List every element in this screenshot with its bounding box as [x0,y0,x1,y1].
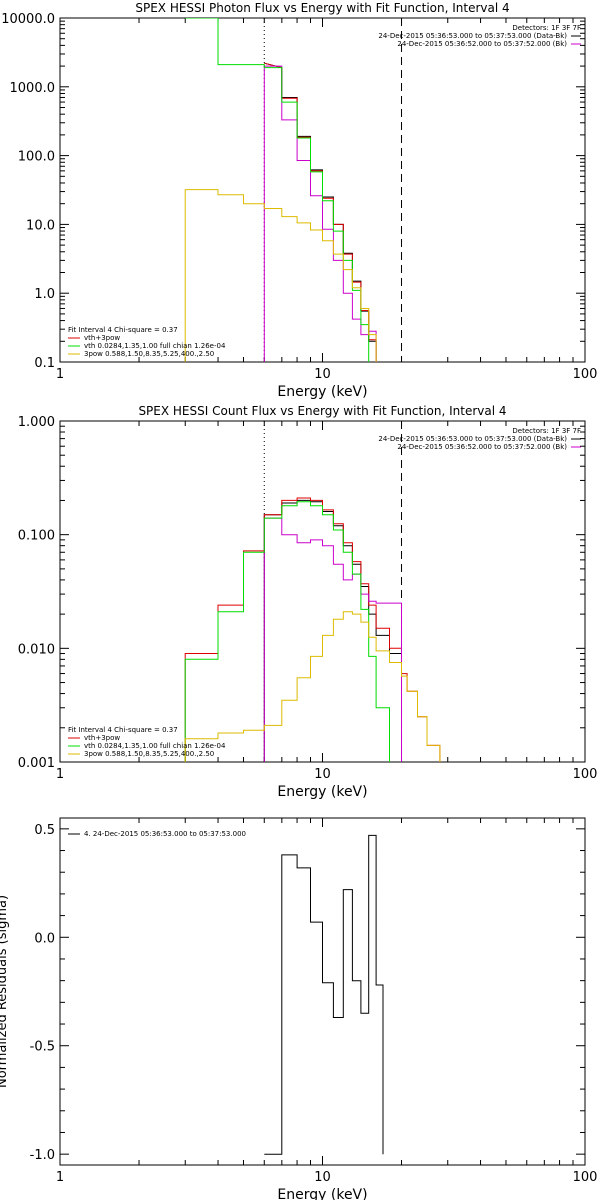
residuals-panel: 1 10 100 Energy (keV) 0.5 0.0 -0.5 -1.0 Normaliz… [0,817,598,1200]
y-tick-label: 1000.0 [10,81,56,96]
plot-frame [59,817,586,1166]
data-layer [264,834,384,1155]
legend-entry: vth 0.0284,1.35,1.00 full chian 1.26e-04 [84,342,226,350]
info-line: 24-Dec-2015 05:36:52.000 to 05:37:52.000… [397,443,567,451]
x-tick-label: 100 [573,1170,598,1185]
x-tick-label: 10 [314,767,331,782]
data-layer [184,421,441,762]
data-layer [184,18,403,362]
info-line: 24-Dec-2015 05:36:53.000 to 05:37:53.000… [378,435,567,443]
legend-entry: vth 0.0284,1.35,1.00 full chian 1.26e-04 [84,742,226,750]
y-tick-label: 0.5 [34,823,55,838]
series-line-1 [264,62,377,362]
legend-entry: Fit Interval 4 Chi-square = 0.37 [68,726,178,734]
series-line-3 [184,501,390,762]
y-tick-label: 1.0 [34,287,55,302]
y-tick-label: 0.1 [34,356,55,371]
y-tick-label: 0.010 [18,642,55,657]
x-axis-label: Energy (keV) [277,384,367,400]
x-tick-label: 10 [314,1170,331,1185]
legend-entry: Fit Interval 4 Chi-square = 0.37 [68,326,178,334]
series-line-4 [184,611,441,762]
y-tick-label: 0.001 [18,756,55,771]
info-line: 24-Dec-2015 05:36:52.000 to 05:37:52.000… [397,40,567,48]
x-tick-label: 100 [573,767,598,782]
info-line: Detectors: 1F 3F 7F [512,24,581,32]
y-tick-label: 10.0 [26,218,55,233]
y-axis-label: Normalized Residuals (sigma) [0,895,10,1088]
x-axis-label: Energy (keV) [277,784,367,800]
chart-title: SPEX HESSI Count Flux vs Energy with Fit… [138,404,506,418]
x-tick-label: 10 [314,367,331,382]
y-tick-label: 1.000 [18,415,55,430]
y-tick-label: 100.0 [18,150,55,165]
x-axis-label: Energy (keV) [277,1187,367,1200]
count-flux-panel: SPEX HESSI Count Flux vs Energy with Fit… [18,404,598,800]
y-tick-label: -0.5 [30,1040,55,1055]
y-tick-label: 0.0 [34,931,55,946]
info-line: 24-Dec-2015 05:36:53.000 to 05:37:53.000… [378,32,567,40]
series-line-2 [263,517,402,762]
legend-entry: 4. 24-Dec-2015 05:36:53.000 to 05:37:53.… [84,830,246,838]
x-tick-label: 1 [56,367,64,382]
legend-entry: 3pow 0.588,1.50,8.35,5.25,400.,2.50 [84,350,214,358]
y-tick-label: 10000.0 [1,12,55,27]
series-line-4 [184,189,377,362]
series-line-2 [263,65,377,362]
x-tick-label: 100 [573,367,598,382]
plot-frame [59,420,586,763]
legend-entry: vth+3pow [84,734,120,742]
legend-entry: vth+3pow [84,334,120,342]
series-line-3 [185,18,370,362]
info-line: Detectors: 1F 3F 7F [512,427,581,435]
series-line-0 [264,62,377,362]
x-tick-label: 1 [56,767,64,782]
legend-entry: 3pow 0.588,1.50,8.35,5.25,400.,2.50 [84,750,214,758]
y-tick-label: -1.0 [30,1148,55,1163]
y-tick-label: 0.100 [18,529,55,544]
photon-flux-panel: SPEX HESSI Photon Flux vs Energy with Fi… [1,1,597,400]
series-line-0 [264,834,384,1155]
chart-title: SPEX HESSI Photon Flux vs Energy with Fi… [135,1,509,15]
x-tick-label: 1 [56,1170,64,1185]
